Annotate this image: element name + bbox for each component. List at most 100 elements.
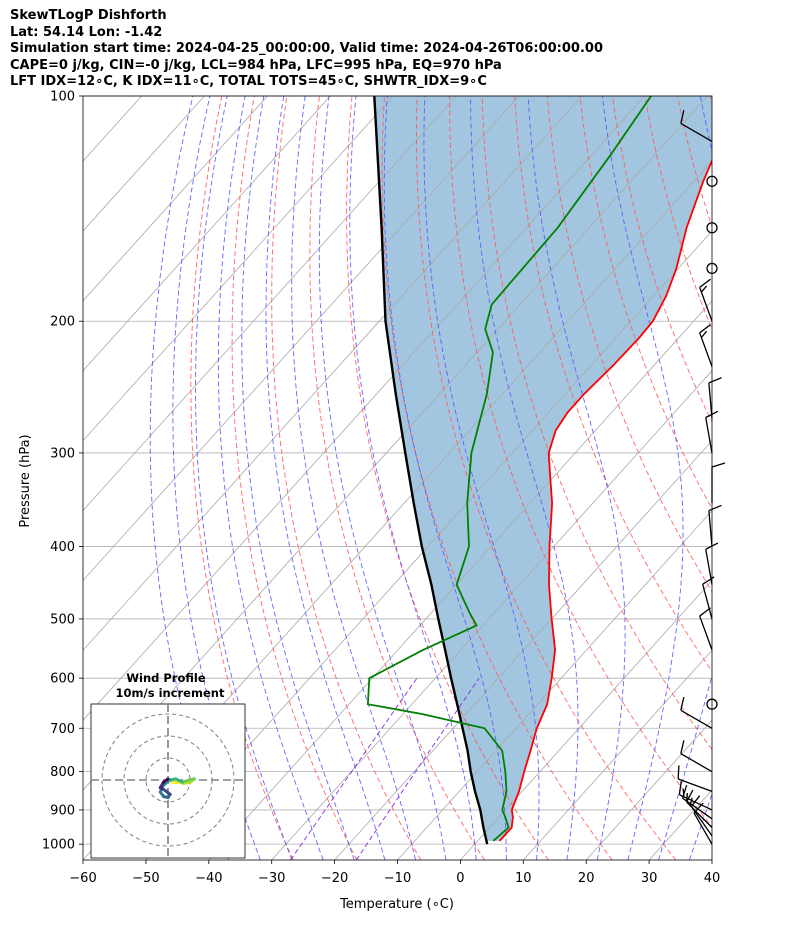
moist-adiabat [217, 96, 324, 860]
wind-barb-staff [699, 615, 713, 651]
y-tick-label: 700 [50, 722, 75, 737]
dry-adiabat [449, 96, 712, 828]
cape-fill-layer [374, 96, 712, 841]
wind-barb-feather [678, 781, 682, 795]
dry-adiabat [415, 96, 677, 860]
hodograph-title: Wind Profile [126, 671, 206, 685]
y-tick-label: 800 [50, 765, 75, 780]
wind-barb-feather [699, 607, 711, 617]
moist-adiabat [318, 96, 447, 860]
wind-barb-staff [693, 812, 713, 845]
isotherm-line [0, 96, 79, 860]
isotherm-line [83, 96, 520, 582]
x-tick-label: −50 [132, 871, 159, 886]
dry-adiabat [546, 96, 712, 593]
moist-adiabat [195, 96, 293, 860]
y-tick-label: 900 [50, 803, 75, 818]
y-tick-label: 500 [50, 612, 75, 627]
moist-adiabat [349, 96, 477, 860]
chart-title: SkewTLogP Dishforth [10, 8, 167, 23]
isotherm-line [145, 230, 712, 860]
y-tick-label: 600 [50, 672, 75, 687]
wind-barb-feather [711, 462, 726, 468]
isotherm-line [83, 96, 331, 372]
wind-barb-calm [706, 698, 718, 710]
time-line: Simulation start time: 2024-04-25_00:00:… [10, 41, 603, 56]
wind-barb-staff [699, 332, 713, 367]
wind-barb-staff [677, 778, 713, 792]
wind-barb [699, 607, 713, 651]
hodograph-subtitle: 10m/s increment [116, 686, 225, 700]
isotherms-layer [0, 96, 712, 860]
wind-barb-feather [700, 330, 708, 338]
wind-barb-feather [702, 576, 715, 585]
isotherm-line [83, 96, 268, 302]
moist-adiabat [527, 96, 626, 860]
x-tick-label: 40 [704, 871, 721, 886]
cape-line: CAPE=0 j/kg, CIN=-0 j/kg, LCL=984 hPa, L… [10, 57, 502, 73]
wind-barb [702, 576, 715, 620]
wind-barb-staff [705, 417, 713, 454]
wind-barb-staff [702, 583, 713, 620]
mixing-ratio-layer [290, 677, 480, 860]
x-tick-label: 0 [456, 871, 464, 886]
dry-adiabat [775, 96, 794, 860]
x-tick-label: −20 [321, 871, 348, 886]
wind-barb [708, 377, 722, 419]
dry-adiabat [514, 96, 712, 673]
wind-barb-staff [682, 797, 713, 820]
wind-barb [680, 696, 713, 729]
dry-adiabat [346, 96, 549, 860]
wind-barb [678, 781, 713, 811]
y-tick-label: 400 [50, 540, 75, 555]
x-tick-label: −40 [195, 871, 222, 886]
moist-adiabat [720, 96, 794, 860]
cin-fill-area [374, 96, 712, 841]
x-tick-label: 20 [578, 871, 595, 886]
wind-barb-feather [685, 789, 694, 803]
wind-barb-feather [700, 285, 708, 293]
temperature-line [498, 158, 712, 842]
y-tick-label: 200 [50, 315, 75, 330]
hodograph: Wind Profile 10m/s increment [90, 671, 246, 859]
index-line: LFT IDX=12∘C, K IDX=11∘C, TOTAL TOTS=45∘… [10, 74, 487, 89]
moist-adiabat [688, 792, 712, 860]
moist-adiabat [172, 96, 261, 860]
hodograph-plot [91, 704, 245, 858]
y-tick-label: 300 [50, 446, 75, 461]
y-tick-label: 100 [50, 90, 75, 105]
wind-barb-feather [699, 278, 711, 288]
wind-barb-staff [705, 549, 713, 585]
isotherm-line [523, 649, 712, 860]
wind-barb [699, 324, 713, 367]
isotherm-line [83, 96, 457, 512]
y-tick-label: 1000 [42, 838, 75, 853]
x-axis-label: Temperature (∘C) [339, 897, 454, 912]
profile-lines-layer [366, 96, 712, 845]
x-tick-label: −30 [258, 871, 285, 886]
mixing-ratio-line [355, 677, 480, 860]
isotherm-line [0, 96, 16, 860]
x-tick-label: −10 [384, 871, 411, 886]
wind-barb-staff [708, 510, 713, 547]
wind-barb [708, 504, 722, 547]
wind-barb-staff [686, 801, 713, 828]
wind-barb-feather [680, 740, 685, 754]
isotherm-line [460, 579, 712, 860]
parcel-path-line [373, 96, 489, 845]
wind-barb-staff [679, 794, 713, 811]
wind-barb [699, 278, 713, 322]
x-tick-label: −60 [69, 871, 96, 886]
wind-barbs [677, 110, 726, 845]
wind-barb-feather [680, 110, 685, 124]
hodograph-segment [162, 777, 170, 784]
wind-barb-feather [699, 324, 711, 334]
wind-barb-calm [706, 175, 718, 187]
dry-adiabat [709, 96, 712, 106]
wind-barb-staff [680, 122, 713, 142]
isotherm-line [397, 509, 712, 860]
wind-barb-feather [685, 792, 688, 802]
wind-barb-staff [680, 709, 713, 729]
x-tick-label: 10 [515, 871, 532, 886]
